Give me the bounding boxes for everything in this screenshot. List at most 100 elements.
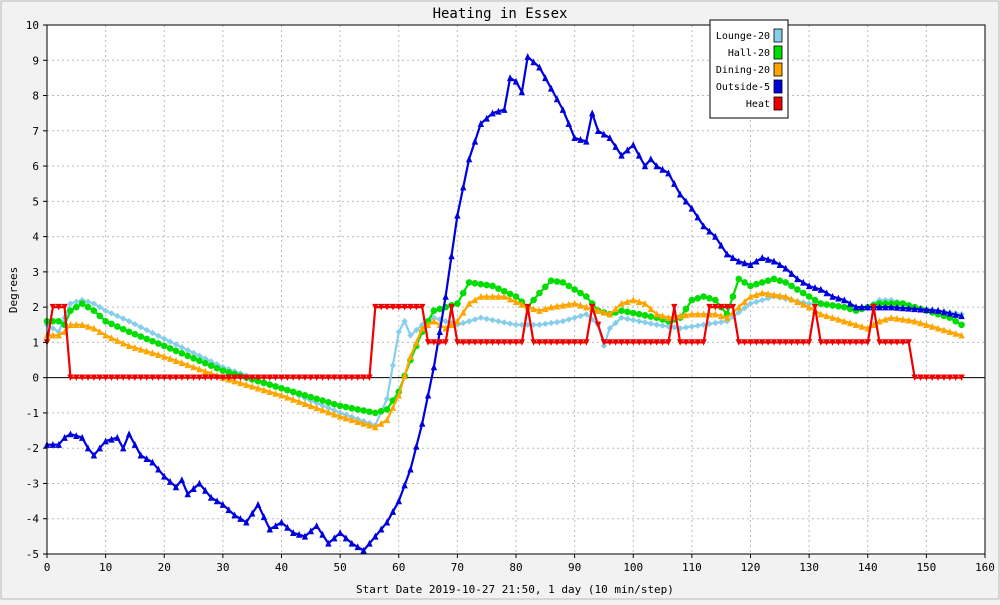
data-point	[471, 137, 479, 145]
data-point	[800, 339, 807, 346]
data-point	[547, 84, 555, 92]
data-point	[823, 301, 831, 308]
x-tick-label: 120	[741, 561, 761, 574]
data-point	[120, 444, 127, 452]
data-point	[120, 374, 127, 381]
data-point	[764, 277, 772, 284]
data-point	[542, 305, 549, 313]
data-point	[735, 275, 743, 283]
data-point	[717, 318, 725, 326]
data-point	[377, 419, 385, 427]
data-point	[829, 292, 836, 300]
data-point	[495, 339, 502, 346]
data-point	[958, 374, 965, 381]
data-point	[841, 339, 848, 346]
data-point	[389, 362, 397, 369]
data-point	[929, 306, 936, 314]
data-point	[114, 336, 121, 344]
data-point	[96, 312, 104, 320]
data-point	[284, 386, 291, 394]
data-point	[547, 319, 555, 327]
data-point	[647, 305, 655, 313]
legend: Lounge-20 Hall-20 Dining-20 Outside-5 Heat	[709, 19, 789, 119]
data-point	[454, 339, 461, 346]
data-point	[870, 303, 877, 311]
data-point	[336, 529, 344, 537]
data-point	[155, 374, 162, 381]
data-point	[489, 292, 496, 300]
data-point	[811, 303, 819, 311]
data-point	[671, 303, 678, 311]
data-point	[700, 222, 707, 230]
data-point	[653, 339, 660, 346]
data-point	[958, 331, 965, 339]
data-point	[149, 349, 156, 357]
data-point	[712, 303, 719, 311]
data-point	[78, 300, 86, 307]
data-point	[577, 135, 584, 143]
data-point	[618, 339, 625, 346]
data-point	[178, 359, 186, 367]
data-point	[624, 308, 631, 316]
data-point	[184, 352, 191, 360]
data-point	[817, 310, 825, 318]
data-point	[647, 320, 655, 327]
data-point	[196, 365, 203, 373]
data-point	[583, 339, 590, 346]
data-point	[530, 321, 537, 328]
data-point	[911, 317, 918, 325]
x-tick-label: 100	[623, 561, 643, 574]
data-point	[676, 325, 684, 332]
data-point	[811, 296, 819, 304]
data-point	[799, 289, 807, 297]
data-point	[90, 374, 98, 381]
data-point	[858, 339, 866, 346]
data-point	[559, 105, 567, 113]
data-point	[829, 314, 836, 321]
data-point	[483, 315, 490, 323]
data-point	[583, 310, 590, 318]
axis-ticks: 0 10 20 30 40 50 60 70 80 90 100 110 120 130 140 150 160…	[26, 19, 995, 574]
data-point	[741, 304, 748, 312]
data-point	[114, 433, 121, 441]
x-tick-label: 130	[799, 561, 819, 574]
data-point	[759, 289, 766, 297]
data-point	[495, 107, 502, 115]
data-point	[448, 321, 455, 328]
data-point	[190, 363, 197, 371]
data-point	[571, 314, 578, 321]
data-point	[501, 319, 508, 326]
data-point	[770, 275, 778, 283]
y-tick-label: 8	[32, 90, 39, 103]
data-point	[864, 303, 871, 311]
data-point	[149, 329, 156, 337]
data-point	[243, 518, 250, 526]
data-point	[301, 400, 309, 407]
data-point	[501, 339, 508, 346]
data-point	[90, 324, 98, 332]
data-point	[952, 317, 959, 325]
data-point	[102, 317, 109, 325]
legend-label: Dining-20	[716, 65, 770, 76]
data-point	[483, 339, 490, 346]
data-point	[465, 299, 473, 307]
data-point	[237, 374, 244, 381]
data-point	[477, 120, 485, 127]
data-point	[952, 374, 959, 381]
data-point	[524, 303, 531, 311]
y-tick-label: -4	[26, 513, 40, 526]
legend-swatch	[773, 96, 783, 111]
data-point	[571, 339, 578, 346]
data-point	[73, 432, 80, 440]
data-point	[237, 515, 244, 522]
data-point	[471, 339, 479, 346]
data-point	[612, 339, 619, 346]
data-point	[102, 331, 109, 339]
data-point	[389, 303, 397, 311]
data-point	[893, 339, 901, 346]
data-point	[647, 339, 655, 346]
data-point	[67, 374, 74, 381]
data-point	[694, 322, 701, 329]
data-point	[325, 404, 332, 412]
data-point	[888, 339, 895, 346]
